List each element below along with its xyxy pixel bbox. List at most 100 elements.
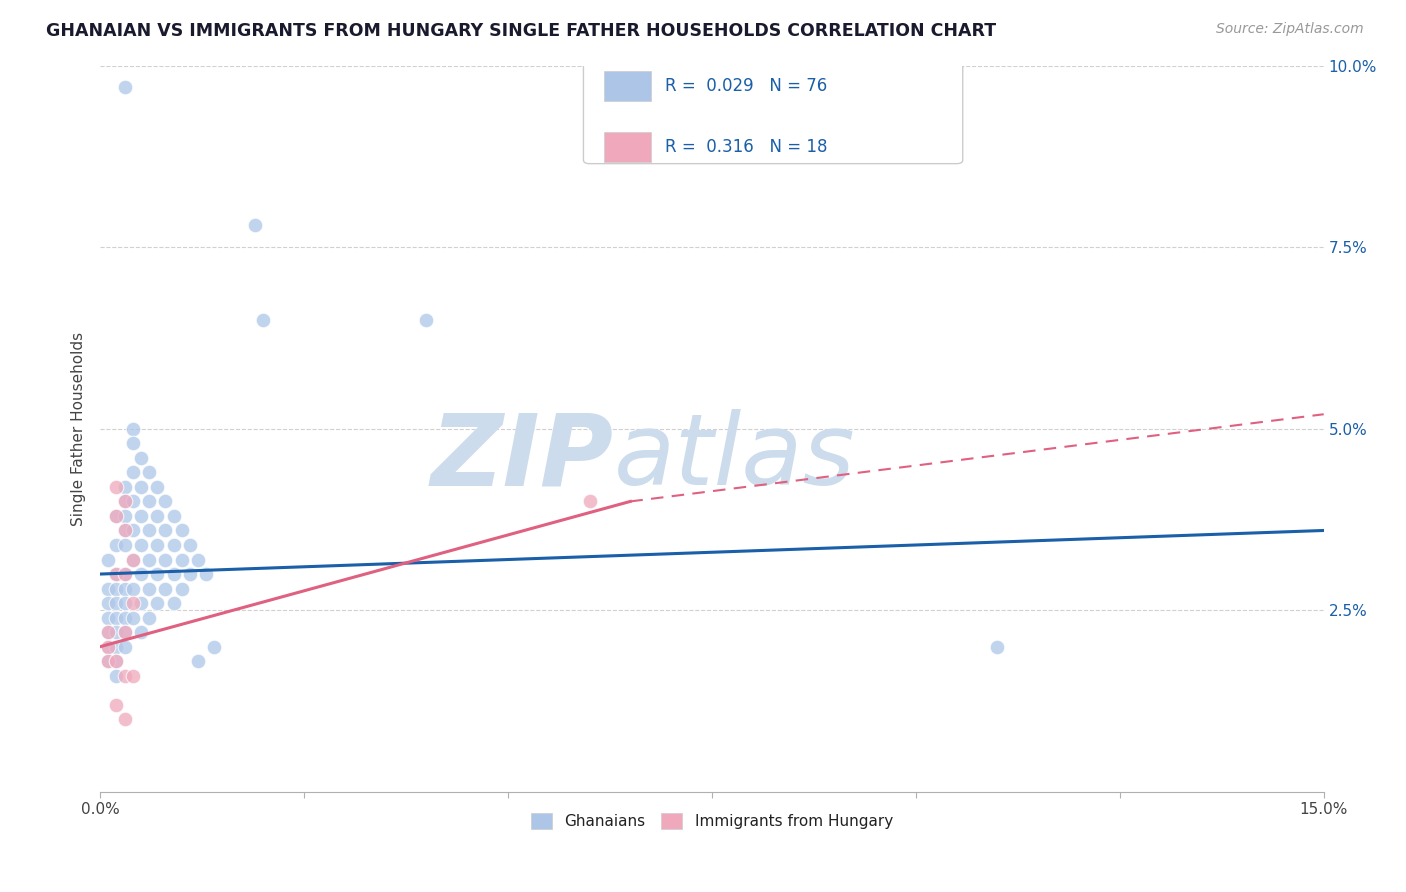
Point — [155, 582, 177, 596]
Point — [415, 313, 437, 327]
Point — [195, 567, 218, 582]
Point — [105, 654, 128, 668]
Point — [105, 640, 128, 654]
Text: Source: ZipAtlas.com: Source: ZipAtlas.com — [1216, 22, 1364, 37]
Point — [146, 567, 169, 582]
Point — [97, 654, 120, 668]
Point — [114, 508, 136, 523]
Point — [146, 480, 169, 494]
Point — [986, 640, 1008, 654]
Point — [114, 80, 136, 95]
Point — [105, 508, 128, 523]
Point — [129, 567, 152, 582]
FancyBboxPatch shape — [583, 62, 963, 163]
Point — [114, 582, 136, 596]
Text: R =  0.316   N = 18: R = 0.316 N = 18 — [665, 138, 828, 156]
FancyBboxPatch shape — [605, 70, 651, 101]
FancyBboxPatch shape — [605, 132, 651, 162]
Text: R =  0.029   N = 76: R = 0.029 N = 76 — [665, 77, 828, 95]
Point — [138, 494, 160, 508]
Point — [243, 219, 266, 233]
Point — [155, 552, 177, 566]
Point — [105, 480, 128, 494]
Point — [97, 654, 120, 668]
Point — [252, 313, 274, 327]
Point — [121, 669, 143, 683]
Point — [170, 552, 193, 566]
Legend: Ghanaians, Immigrants from Hungary: Ghanaians, Immigrants from Hungary — [524, 807, 898, 835]
Point — [105, 669, 128, 683]
Point — [105, 625, 128, 640]
Point — [105, 610, 128, 624]
Point — [162, 596, 184, 610]
Point — [121, 596, 143, 610]
Point — [121, 494, 143, 508]
Point — [129, 450, 152, 465]
Point — [146, 508, 169, 523]
Point — [114, 538, 136, 552]
Point — [105, 567, 128, 582]
Text: atlas: atlas — [614, 409, 856, 507]
Point — [129, 538, 152, 552]
Point — [97, 640, 120, 654]
Point — [114, 494, 136, 508]
Point — [170, 524, 193, 538]
Point — [114, 712, 136, 726]
Point — [146, 596, 169, 610]
Point — [97, 610, 120, 624]
Point — [105, 538, 128, 552]
Text: GHANAIAN VS IMMIGRANTS FROM HUNGARY SINGLE FATHER HOUSEHOLDS CORRELATION CHART: GHANAIAN VS IMMIGRANTS FROM HUNGARY SING… — [46, 22, 997, 40]
Point — [121, 582, 143, 596]
Point — [114, 524, 136, 538]
Y-axis label: Single Father Households: Single Father Households — [72, 332, 86, 526]
Point — [114, 610, 136, 624]
Point — [155, 494, 177, 508]
Point — [97, 625, 120, 640]
Point — [97, 552, 120, 566]
Point — [155, 524, 177, 538]
Point — [138, 610, 160, 624]
Point — [121, 436, 143, 450]
Point — [105, 654, 128, 668]
Point — [179, 567, 201, 582]
Text: ZIP: ZIP — [432, 409, 614, 507]
Point — [97, 582, 120, 596]
Point — [97, 625, 120, 640]
Point — [105, 567, 128, 582]
Point — [97, 596, 120, 610]
Point — [114, 669, 136, 683]
Point — [202, 640, 225, 654]
Point — [114, 494, 136, 508]
Point — [121, 610, 143, 624]
Point — [162, 538, 184, 552]
Point — [187, 654, 209, 668]
Point — [129, 596, 152, 610]
Point — [138, 524, 160, 538]
Point — [121, 552, 143, 566]
Point — [121, 466, 143, 480]
Point — [162, 508, 184, 523]
Point — [138, 466, 160, 480]
Point — [162, 567, 184, 582]
Point — [114, 524, 136, 538]
Point — [187, 552, 209, 566]
Point — [138, 582, 160, 596]
Point — [105, 596, 128, 610]
Point — [121, 422, 143, 436]
Point — [121, 552, 143, 566]
Point — [114, 640, 136, 654]
Point — [129, 480, 152, 494]
Point — [129, 508, 152, 523]
Point — [146, 538, 169, 552]
Point — [121, 524, 143, 538]
Point — [179, 538, 201, 552]
Point — [114, 625, 136, 640]
Point — [138, 552, 160, 566]
Point — [105, 698, 128, 712]
Point — [578, 494, 600, 508]
Point — [105, 508, 128, 523]
Point — [114, 596, 136, 610]
Point — [105, 582, 128, 596]
Point — [114, 567, 136, 582]
Point — [114, 480, 136, 494]
